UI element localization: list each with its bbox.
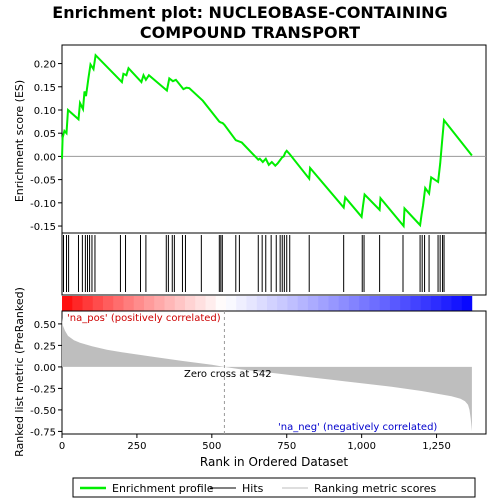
color-bar-segment [430,296,442,311]
es-y-tick-label: -0.15 [30,222,56,233]
color-bar-segment [174,296,186,311]
color-bar-segment [318,296,329,311]
legend: Enrichment profile Hits Ranking metric sco… [80,482,436,495]
x-tick-label: 750 [277,441,296,452]
hits-panel-frame [61,232,487,296]
es-panel-frame [61,44,487,234]
metric-y-axis-label: Ranked list metric (PreRanked) [13,287,26,457]
es-y-tick-label: 0.05 [34,129,56,140]
color-bar-segment [307,296,319,311]
color-bar-segment [72,296,83,311]
es-y-axis: 0.20 0.15 0.10 0.05 0.00 -0.05 -0.10 -0.15 [30,60,62,233]
color-bar-segment [287,296,299,311]
color-bar-segment [92,296,104,311]
es-y-tick-label: 0.15 [34,83,56,94]
color-bar-segment [236,296,247,311]
positive-correlation-label: 'na_pos' (positively correlated) [67,313,221,324]
color-bar-segment [451,296,462,311]
color-bar-segment [441,296,452,311]
color-bar-segment [461,296,473,311]
x-axis: 0 250 500 750 1,000 1,250 [59,434,451,452]
color-bar-segment [379,296,391,311]
es-y-tick-label: 0.10 [34,106,56,117]
color-bar-segment [400,296,411,311]
color-bar-segment [348,296,360,311]
color-bar-segment [82,296,94,311]
es-y-tick-label: -0.10 [30,199,56,210]
enrichment-profile-line [61,53,473,229]
x-tick-label: 0 [59,441,65,452]
color-bar-segment [359,296,370,311]
color-bar-segment [205,296,217,311]
metric-y-axis: 0.50 0.25 0.00 -0.25 -0.50 -0.75 [30,320,62,438]
ranking-color-bar [62,296,473,311]
x-tick-label: 1,000 [347,441,376,452]
plot-title-line1: Enrichment plot: NUCLEOBASE-CONTAINING [52,3,447,22]
metric-y-tick-label: 0.25 [34,341,56,352]
es-y-tick-label: 0.00 [34,152,56,163]
color-bar-segment [410,296,421,311]
color-bar-segment [328,296,339,311]
metric-y-tick-label: 0.50 [34,320,56,331]
legend-box [72,477,476,498]
color-bar-segment [215,296,227,311]
plot-title-line2: COMPOUND TRANSPORT [140,23,360,42]
color-bar-segment [389,296,401,311]
zero-cross-label: Zero cross at 542 [184,369,272,380]
color-bar-segment [154,296,165,311]
color-bar-segment [62,296,73,311]
color-bar-segment [143,296,155,311]
color-bar-segment [225,296,237,311]
x-axis-label: Rank in Ordered Dataset [200,455,348,469]
es-y-axis-label: Enrichment score (ES) [13,80,26,202]
color-bar-segment [277,296,288,311]
x-tick-label: 250 [127,441,146,452]
color-bar-segment [133,296,145,311]
metric-y-tick-label: 0.00 [34,363,56,374]
x-tick-label: 500 [202,441,221,452]
negative-correlation-label: 'na_neg' (negatively correlated) [278,422,437,433]
color-bar-segment [123,296,135,311]
color-bar-segment [113,296,124,311]
color-bar-segment [266,296,278,311]
legend-label: Ranking metric scores [314,482,436,495]
x-tick-label: 1,250 [422,441,451,452]
hits-track [62,235,445,292]
color-bar-segment [297,296,309,311]
color-bar-segment [246,296,258,311]
color-bar-segment [184,296,196,311]
color-bar-segment [338,296,350,311]
ranking-metric-area [62,317,472,432]
color-bar-segment [256,296,268,311]
color-bar-segment [420,296,432,311]
es-y-tick-label: 0.20 [34,60,56,71]
legend-label: Enrichment profile [112,482,214,495]
metric-y-tick-label: -0.25 [30,384,56,395]
metric-y-tick-label: -0.50 [30,406,56,417]
es-y-tick-label: -0.05 [30,176,56,187]
color-bar-segment [195,296,206,311]
color-bar-segment [102,296,114,311]
legend-label: Hits [242,482,264,495]
metric-y-tick-label: -0.75 [30,427,56,438]
color-bar-segment [164,296,176,311]
color-bar-segment [369,296,380,311]
